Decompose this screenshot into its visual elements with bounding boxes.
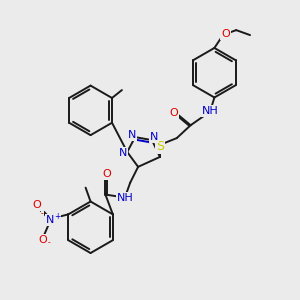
Text: -: - <box>48 238 51 247</box>
Text: N: N <box>128 130 136 140</box>
Text: O: O <box>32 200 41 211</box>
Text: N: N <box>46 215 55 225</box>
Text: N: N <box>150 132 158 142</box>
Text: -: - <box>41 209 44 218</box>
Text: S: S <box>156 140 164 152</box>
Text: NH: NH <box>117 193 134 202</box>
Text: +: + <box>54 212 61 221</box>
Text: O: O <box>221 29 230 39</box>
Text: N: N <box>119 148 128 158</box>
Text: O: O <box>169 108 178 118</box>
Text: O: O <box>38 235 47 245</box>
Text: O: O <box>102 169 111 179</box>
Text: NH: NH <box>202 106 219 116</box>
